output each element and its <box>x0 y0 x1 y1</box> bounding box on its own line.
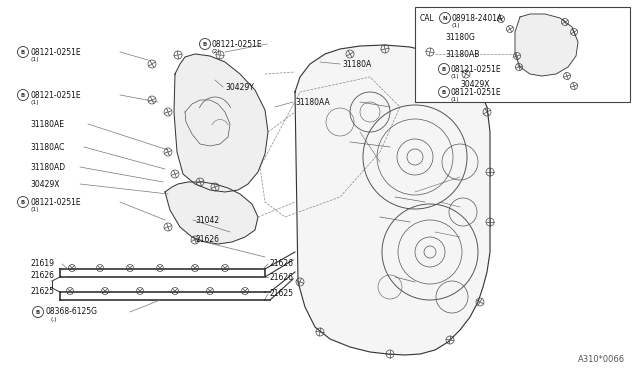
Text: 31180AB: 31180AB <box>445 49 479 58</box>
Polygon shape <box>165 182 258 244</box>
Text: 31180AD: 31180AD <box>30 163 65 171</box>
Text: (1): (1) <box>451 96 460 102</box>
Text: 21625: 21625 <box>30 288 54 296</box>
Text: 08121-0251E: 08121-0251E <box>30 48 81 57</box>
Text: 08918-2401A: 08918-2401A <box>452 13 503 22</box>
Text: 31042: 31042 <box>195 215 219 224</box>
Polygon shape <box>174 54 268 192</box>
Text: (1): (1) <box>30 99 38 105</box>
Text: 21626: 21626 <box>195 234 219 244</box>
Text: 08121-0251E: 08121-0251E <box>451 64 502 74</box>
Text: 08121-0251E: 08121-0251E <box>212 39 262 48</box>
Text: 08368-6125G: 08368-6125G <box>45 308 97 317</box>
Text: 08121-0251E: 08121-0251E <box>30 90 81 99</box>
Text: 31180AC: 31180AC <box>30 142 65 151</box>
Text: B: B <box>442 67 446 71</box>
Text: B: B <box>21 199 25 205</box>
Text: B: B <box>21 93 25 97</box>
Text: 31180A: 31180A <box>342 60 371 68</box>
Text: 30429X: 30429X <box>460 80 490 89</box>
Text: B: B <box>203 42 207 46</box>
Text: A310*0066: A310*0066 <box>578 355 625 364</box>
Text: 31180AE: 31180AE <box>30 119 64 128</box>
Text: B: B <box>21 49 25 55</box>
Text: (1): (1) <box>30 206 38 212</box>
Text: 30429X: 30429X <box>30 180 60 189</box>
Text: 08121-0251E: 08121-0251E <box>30 198 81 206</box>
Text: (2): (2) <box>212 48 221 54</box>
Text: (.): (.) <box>50 317 56 321</box>
Text: 21626: 21626 <box>270 260 294 269</box>
Polygon shape <box>295 45 490 355</box>
Text: (1): (1) <box>451 74 460 78</box>
Text: 31180AA: 31180AA <box>295 97 330 106</box>
Text: 21626: 21626 <box>270 273 294 282</box>
Text: (1): (1) <box>452 22 461 28</box>
Text: B: B <box>442 90 446 94</box>
Text: 21625: 21625 <box>270 289 294 298</box>
Text: 31180G: 31180G <box>445 32 475 42</box>
Text: 21626: 21626 <box>30 272 54 280</box>
Text: 30429Y: 30429Y <box>225 83 254 92</box>
Text: N: N <box>443 16 447 20</box>
Text: 21619: 21619 <box>30 260 54 269</box>
Text: (1): (1) <box>30 57 38 61</box>
Bar <box>415 7 630 102</box>
Text: B: B <box>36 310 40 314</box>
Polygon shape <box>515 14 578 76</box>
Text: 08121-0251E: 08121-0251E <box>451 87 502 96</box>
Text: CAL: CAL <box>420 14 435 23</box>
